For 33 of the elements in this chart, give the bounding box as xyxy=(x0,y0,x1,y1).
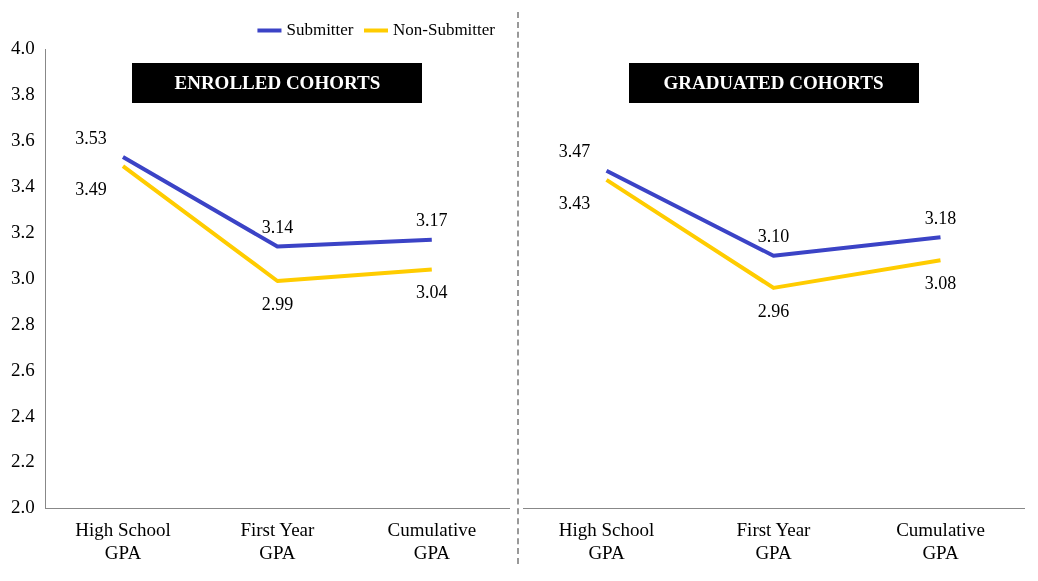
data-label: 3.18 xyxy=(924,208,957,229)
legend-label: Submitter xyxy=(286,19,354,39)
legend-label: Non-Submitter xyxy=(393,19,496,39)
data-label: 3.08 xyxy=(924,273,957,294)
x-tick-label: First Year GPA xyxy=(736,518,812,563)
data-label: 3.53 xyxy=(75,127,107,148)
x-tick-label: High School GPA xyxy=(558,518,655,563)
data-label: 2.99 xyxy=(261,293,294,314)
text: GRADUATED COHORTS xyxy=(662,71,885,94)
y-tick-label: 3.4 xyxy=(11,174,36,196)
data-label: 3.49 xyxy=(75,178,107,199)
data-label: 3.10 xyxy=(757,226,790,247)
data-label: 3.04 xyxy=(416,282,448,303)
x-tick-label: First Year GPA xyxy=(240,518,315,563)
data-label: 3.43 xyxy=(558,192,591,213)
data-label: 3.17 xyxy=(416,210,448,231)
x-tick-label: High School GPA xyxy=(75,518,171,563)
y-tick-label: 2.8 xyxy=(11,312,35,334)
y-tick-label: 3.8 xyxy=(11,82,35,104)
y-tick-label: 3.2 xyxy=(11,220,35,242)
y-tick-label: 2.0 xyxy=(11,496,35,518)
data-label: 3.47 xyxy=(558,141,591,162)
y-tick-label: 4.0 xyxy=(11,36,35,58)
y-tick-label: 2.2 xyxy=(11,450,35,472)
text: ENROLLED COHORTS xyxy=(173,71,382,94)
y-tick-label: 2.4 xyxy=(11,404,36,426)
data-label: 3.14 xyxy=(261,217,294,238)
y-tick-label: 2.6 xyxy=(11,358,35,380)
data-label: 2.96 xyxy=(757,300,790,321)
x-tick-label: Cumulative GPA xyxy=(896,518,985,563)
x-tick-label: Cumulative GPA xyxy=(387,518,477,563)
y-tick-label: 3.0 xyxy=(11,266,35,288)
y-tick-label: 3.6 xyxy=(11,128,35,150)
